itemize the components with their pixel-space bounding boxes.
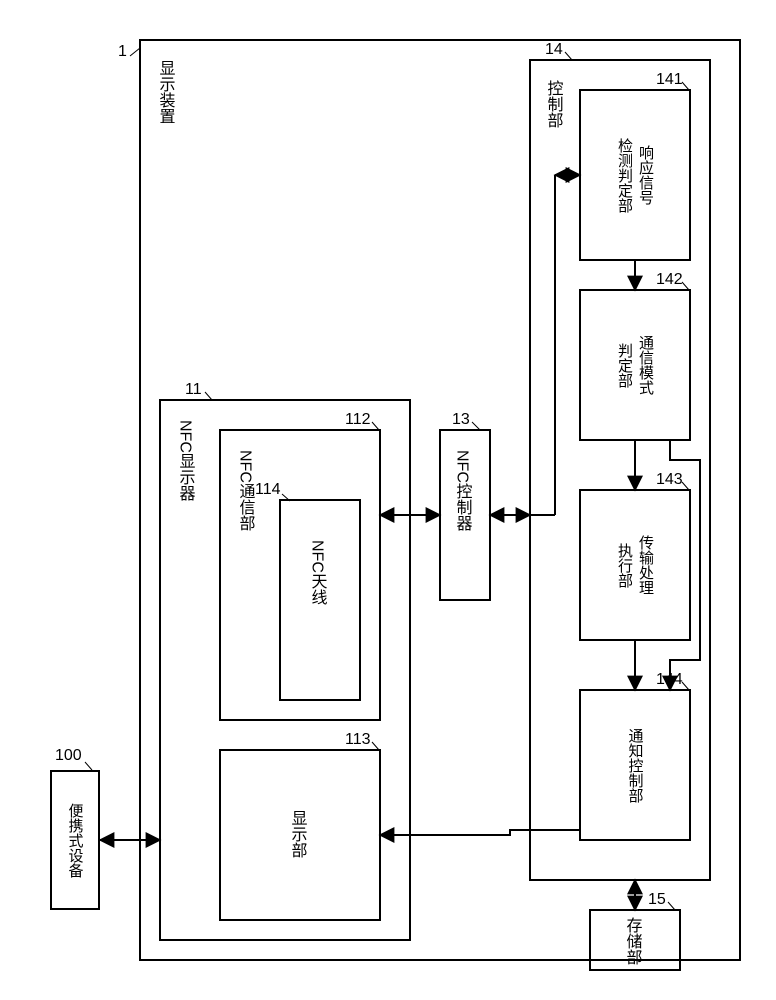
exec-label: 传输处理 执行部 <box>614 535 656 595</box>
outer-label: 显示装置 <box>157 60 176 124</box>
portable-device-label: 便携式设备 <box>65 803 86 878</box>
resp-label: 响应信号 检测判定部 <box>614 138 656 213</box>
nfc-comm-label: NFC通信部 <box>237 450 256 531</box>
display-part-id: 113 <box>345 731 371 748</box>
mode-label: 通信模式 判定部 <box>614 335 656 395</box>
portable-id: 100 <box>55 747 82 764</box>
nfc-controller-label: NFC控制器 <box>454 450 473 531</box>
nfc-controller-id: 13 <box>452 411 470 428</box>
outer-id: 1 <box>118 43 127 60</box>
nfc-display-id: 11 <box>185 381 202 398</box>
nfc-display-box <box>160 400 410 940</box>
storage-id: 15 <box>648 891 666 908</box>
control-label: 控制部 <box>545 80 564 128</box>
nfc-comm-id: 112 <box>345 411 371 428</box>
portable-device-box: 便携式设备 <box>50 770 100 910</box>
control-id: 14 <box>545 41 563 58</box>
nfc-antenna-label: NFC天线 <box>309 540 328 605</box>
exec-id: 143 <box>656 471 683 488</box>
notify-label: 通知控制部 <box>625 728 646 803</box>
storage-label: 存储部 <box>624 917 643 965</box>
mode-id: 142 <box>656 271 683 288</box>
display-part-label: 显示部 <box>289 810 308 858</box>
nfc-antenna-id: 114 <box>255 481 281 498</box>
nfc-display-label: NFC显示器 <box>177 420 196 501</box>
resp-id: 141 <box>656 71 683 88</box>
